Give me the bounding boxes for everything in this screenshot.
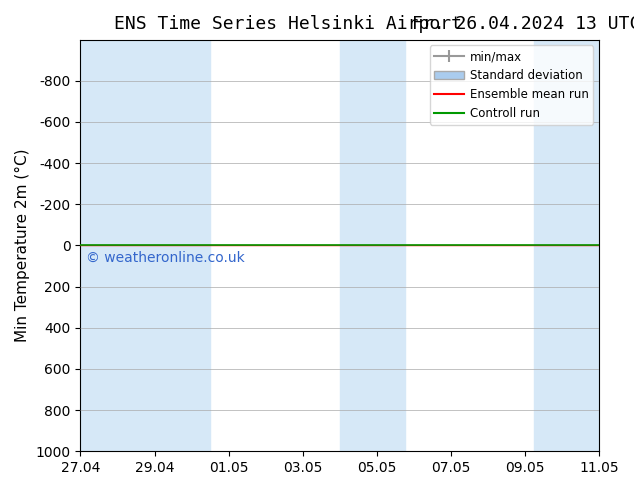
Bar (145, 40, 210, 451)
Text: ENS Time Series Helsinki Airport: ENS Time Series Helsinki Airport (114, 15, 462, 33)
Bar (81, 40, 145, 451)
Legend: min/max, Standard deviation, Ensemble mean run, Controll run: min/max, Standard deviation, Ensemble me… (430, 46, 593, 124)
Bar (340, 40, 404, 451)
Text: © weatheronline.co.uk: © weatheronline.co.uk (86, 251, 244, 265)
Text: Fr. 26.04.2024 13 UTC: Fr. 26.04.2024 13 UTC (412, 15, 634, 33)
Y-axis label: Min Temperature 2m (°C): Min Temperature 2m (°C) (15, 148, 30, 342)
Bar (534, 40, 599, 451)
